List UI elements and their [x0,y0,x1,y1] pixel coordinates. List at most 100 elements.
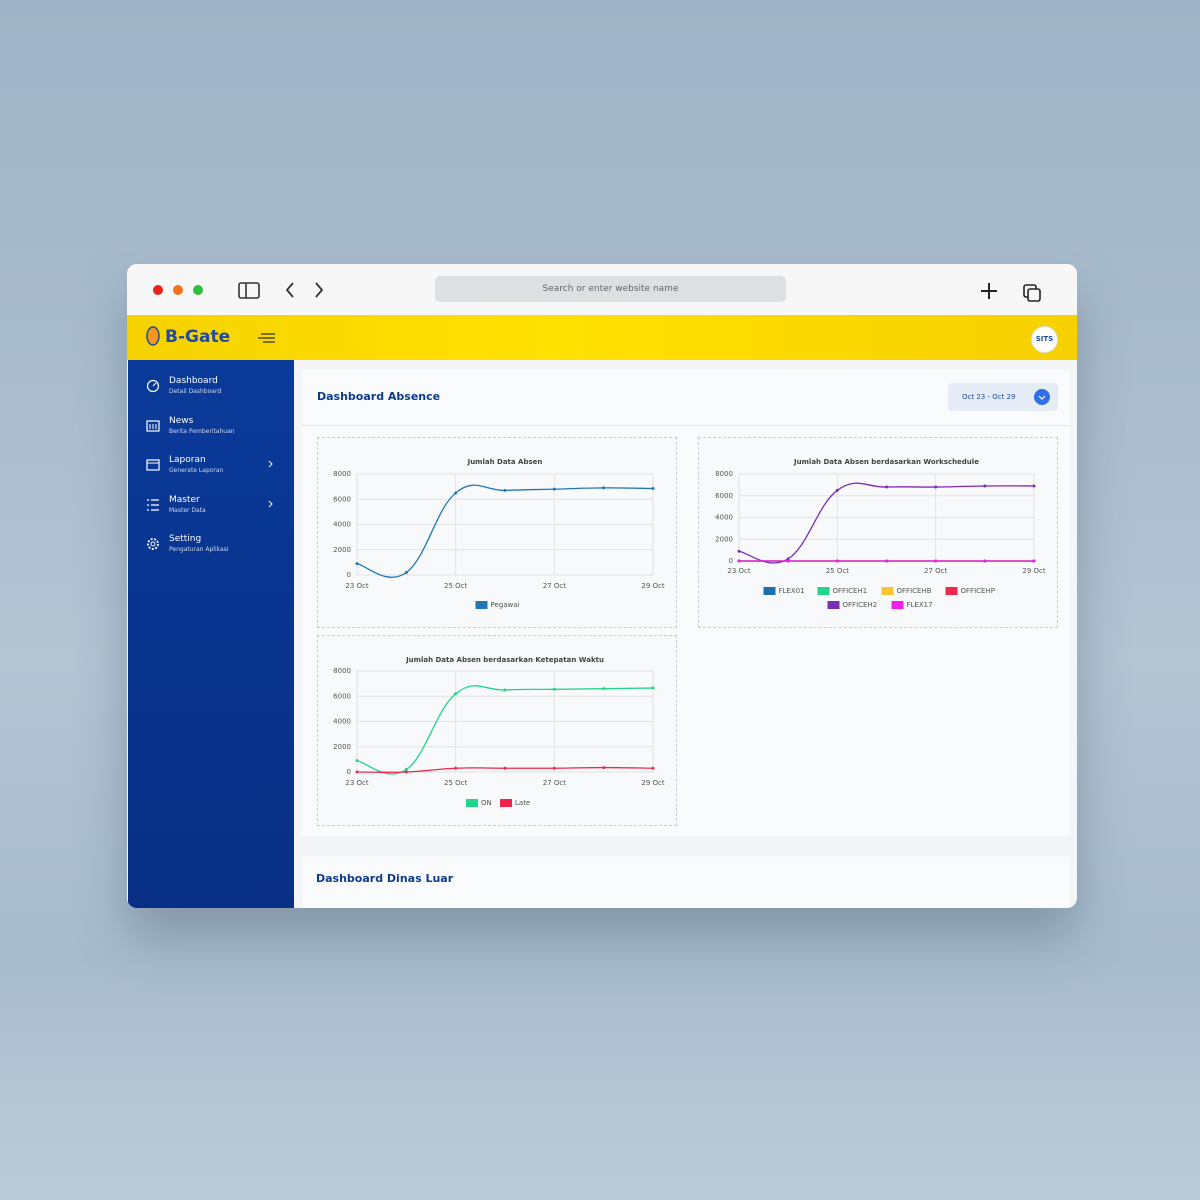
dinas-luar-card: Dashboard Dinas Luar [302,857,1070,908]
data-point [885,559,888,563]
data-point [404,767,408,771]
data-point [503,488,507,492]
chart-panel: Jumlah Data Absen berdasarkan Ketepatan … [317,635,677,826]
chart-title: Jumlah Data Absen berdasarkan Workschedu… [793,458,979,466]
x-tick-label: 23 Oct [345,582,368,590]
menu-toggle[interactable] [257,331,277,345]
y-tick-label: 4000 [715,514,733,522]
legend-label: OFFICEH2 [843,601,878,609]
legend-label: FLEX01 [779,587,805,595]
sidebar-toggle[interactable] [238,282,260,299]
menu-label: Laporan [169,455,206,465]
sidebar: Dashboard Detail Dashboard News Berita P… [128,360,294,908]
y-tick-label: 2000 [333,743,351,751]
series-line [738,482,1035,564]
legend-swatch [817,587,830,595]
data-point [651,686,655,690]
data-point [404,770,408,774]
legend-swatch [827,601,840,609]
menu-item[interactable]: Master Master Data [144,495,289,527]
data-point [651,487,655,491]
y-tick-label: 0 [347,768,351,776]
data-point [602,486,606,490]
data-point [454,692,458,696]
chevron [268,460,273,468]
data-point [552,487,556,491]
series-line [356,685,654,775]
y-tick-label: 2000 [333,546,351,554]
x-tick-label: 29 Oct [641,582,664,590]
close-button[interactable] [153,285,163,295]
x-tick-label: 29 Oct [1022,567,1045,575]
legend-swatch [466,799,478,807]
logo[interactable]: B-Gate [165,327,231,347]
plot-border [356,670,654,773]
menu-label: News [169,416,194,426]
legend-swatch [881,587,894,595]
data-point [786,557,790,561]
menu-item[interactable]: News Berita Pemberitahuan [144,416,289,448]
date-dropdown[interactable] [1034,389,1050,405]
x-tick-label: 25 Oct [826,567,849,575]
address-bar[interactable]: Search or enter website name [435,276,786,302]
section-title: Dashboard Absence [317,390,441,403]
data-point [355,770,359,774]
y-tick-label: 8000 [715,470,733,478]
divider [302,425,1070,426]
menu-sublabel: Master Data [169,507,206,514]
data-point [737,559,741,563]
y-tick-label: 8000 [333,667,351,675]
forward-button[interactable] [315,282,324,298]
tabs-button-front [1027,288,1041,302]
y-tick-label: 4000 [333,718,351,726]
chart-title: Jumlah Data Absen [467,458,543,466]
legend-label: Late [515,799,530,807]
plot-border [356,473,654,576]
chart: Jumlah Data Absen 0 2000 4000 6000 8000 23 Oct… [333,458,665,609]
maximize-button[interactable] [193,285,203,295]
x-tick-label: 25 Oct [444,582,467,590]
legend-label: ON [481,799,492,807]
data-point [552,766,556,770]
legend-label: OFFICEHP [961,587,995,595]
new-tab-button[interactable] [981,283,997,299]
date-range-picker[interactable]: Oct 23 - Oct 29 [948,383,1058,411]
menu-icon [146,420,160,432]
legend-swatch [945,587,958,595]
x-tick-label: 27 Oct [543,779,566,787]
dashboard-card: Dashboard Absence Oct 23 - Oct 29 Jumlah… [302,370,1070,836]
user-avatar[interactable]: SITS [1031,326,1058,353]
menu-item[interactable]: Setting Pengaturan Aplikasi [144,534,289,566]
data-point [503,688,507,692]
x-tick-label: 27 Oct [924,567,947,575]
y-tick-label: 0 [729,557,733,565]
data-point [835,559,839,563]
data-point [503,766,507,770]
data-point [651,766,655,770]
menu-item[interactable]: Laporan Generate Laporan [144,455,289,487]
data-point [885,485,888,489]
x-tick-label: 27 Oct [543,582,566,590]
legend-swatch [475,601,488,609]
app-header: B-Gate SITS [127,315,1077,360]
data-point [602,766,606,770]
minimize-button[interactable] [173,285,183,295]
data-point [355,562,359,566]
chart: Jumlah Data Absen berdasarkan Workschedu… [715,458,1046,609]
legend-swatch [763,587,776,595]
back-button[interactable] [285,282,294,298]
data-point [737,549,741,553]
legend-swatch [500,799,512,807]
menu-icon [147,538,159,550]
legend-label: Pegawai [491,601,520,609]
chart-title: Jumlah Data Absen berdasarkan Ketepatan … [405,656,604,664]
section-title: Dashboard Dinas Luar [316,872,454,885]
data-point [454,491,458,495]
x-tick-label: 23 Oct [727,567,750,575]
data-point [934,485,938,489]
menu-item[interactable]: Dashboard Detail Dashboard [144,376,289,408]
x-tick-label: 25 Oct [444,779,467,787]
data-point [1032,559,1036,563]
browser-window: Search or enter website name B-Gate SITS… [127,264,1077,908]
